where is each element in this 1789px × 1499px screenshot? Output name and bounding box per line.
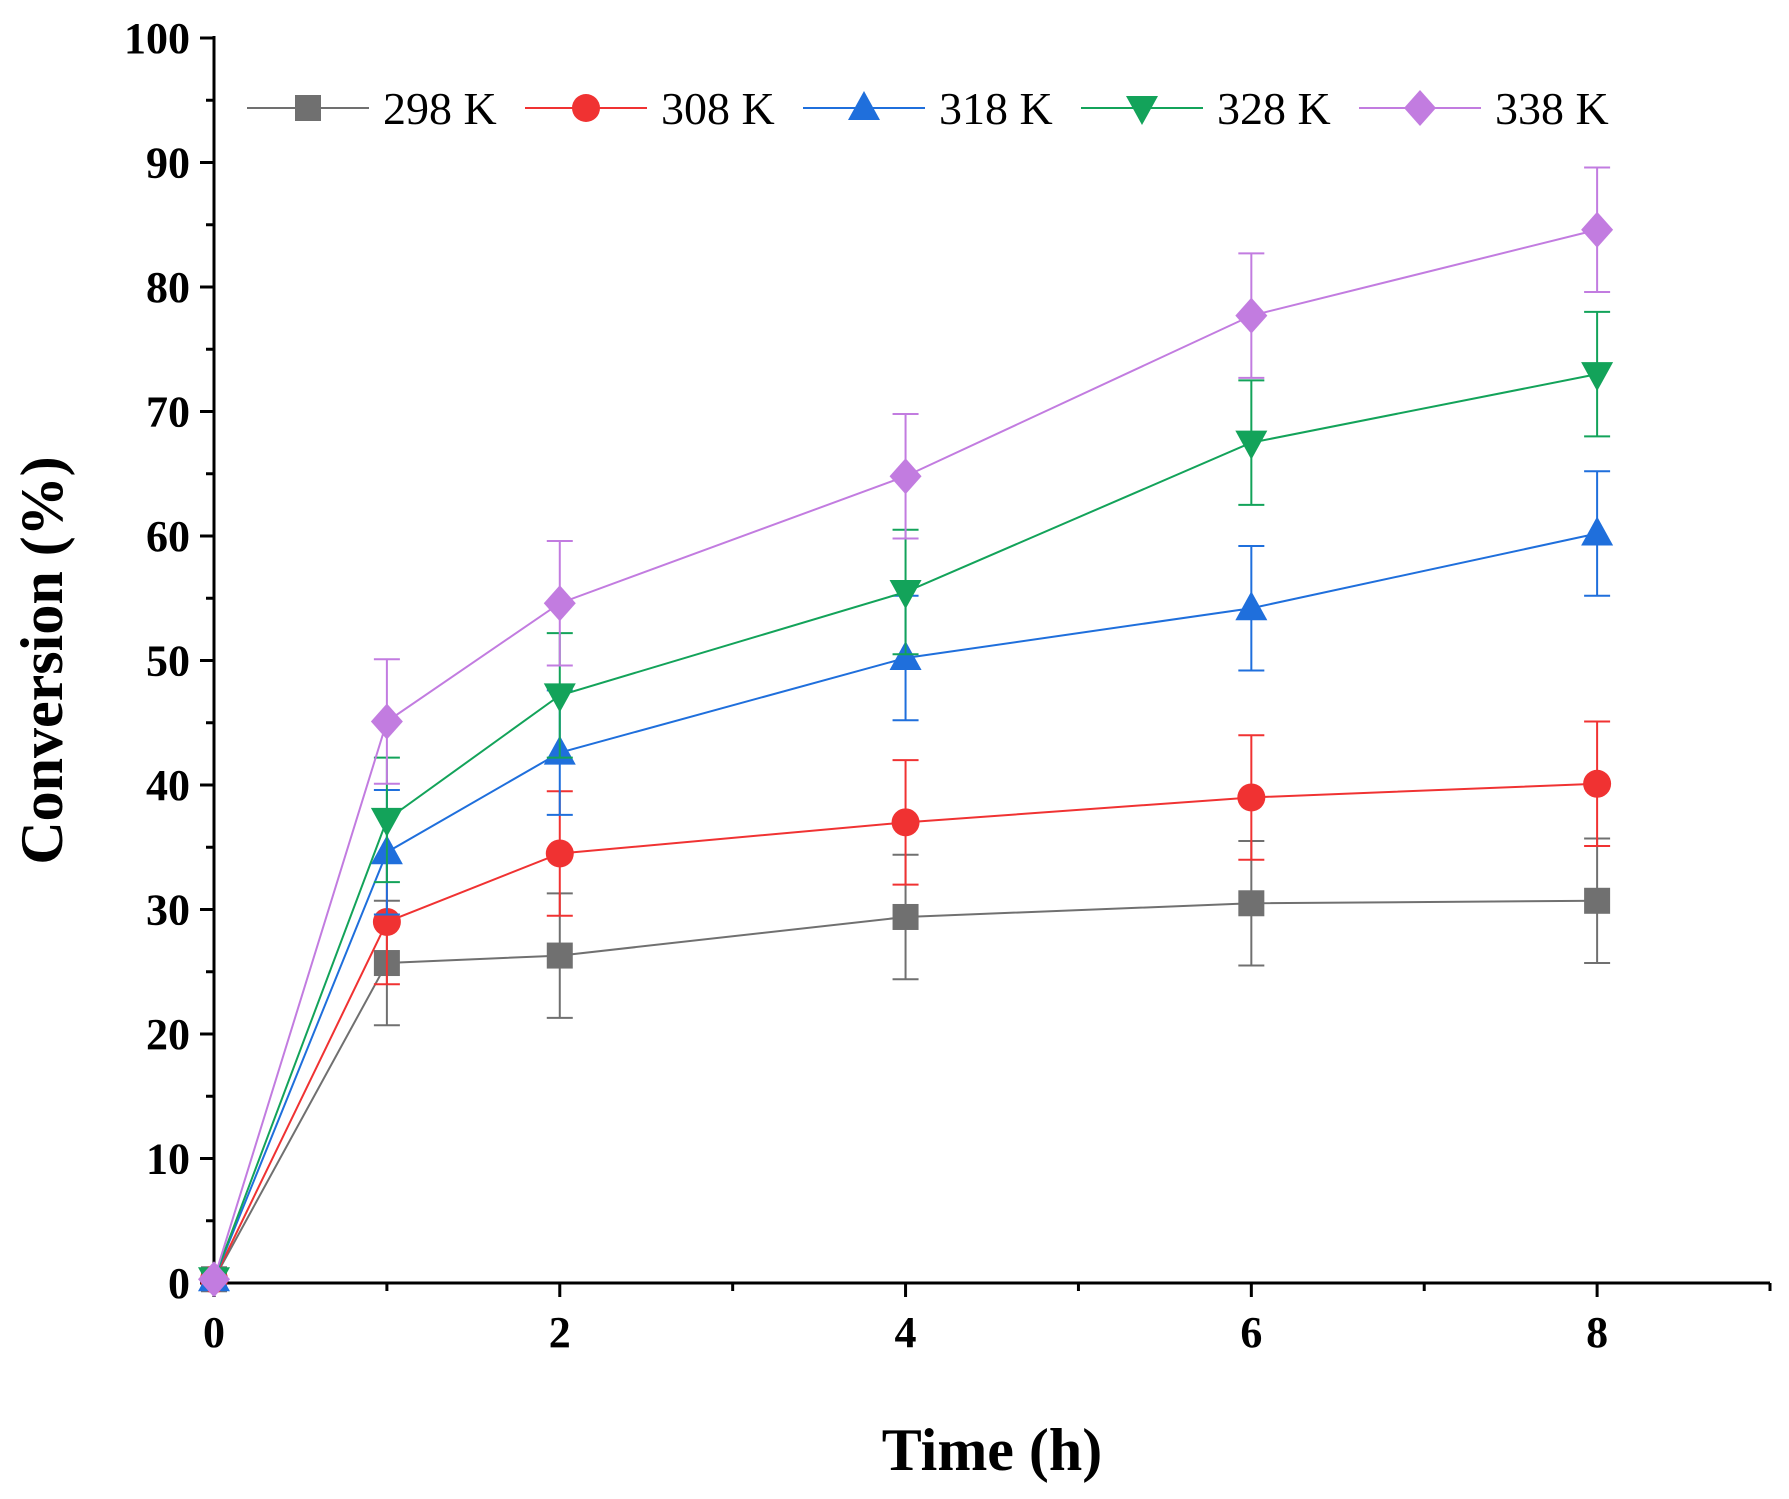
data-point-3-3 bbox=[889, 580, 922, 610]
data-point-0-5 bbox=[1584, 887, 1611, 914]
data-point-3-5 bbox=[1581, 362, 1614, 392]
x-tick-label-0: 0 bbox=[203, 1308, 225, 1357]
x-tick-label-4: 8 bbox=[1586, 1308, 1608, 1357]
y-tick-label-6: 60 bbox=[146, 512, 190, 561]
legend-marker-2 bbox=[848, 91, 880, 120]
x-tick-label-2: 4 bbox=[895, 1308, 917, 1357]
x-tick-label-3: 6 bbox=[1240, 1308, 1262, 1357]
series-318-k bbox=[198, 470, 1614, 1292]
legend-marker-4 bbox=[1404, 90, 1436, 126]
data-point-0-3 bbox=[892, 903, 919, 930]
data-point-1-3 bbox=[891, 808, 920, 837]
legend-marker-1 bbox=[572, 94, 600, 122]
data-point-2-3 bbox=[889, 641, 922, 671]
y-tick-label-5: 50 bbox=[146, 637, 190, 686]
data-point-1-4 bbox=[1237, 783, 1266, 812]
y-tick-label-4: 40 bbox=[146, 761, 190, 810]
series-308-k bbox=[200, 720, 1612, 1294]
y-tick-label-1: 10 bbox=[146, 1135, 190, 1184]
x-axis-title: Time (h) bbox=[882, 1417, 1103, 1483]
data-point-2-4 bbox=[1235, 591, 1268, 621]
y-tick-label-8: 80 bbox=[146, 263, 190, 312]
series-338-k bbox=[198, 166, 1614, 1298]
legend-marker-0 bbox=[295, 95, 321, 121]
series-line-4 bbox=[213, 228, 1598, 1280]
data-point-4-5 bbox=[1581, 211, 1614, 248]
y-tick-label-3: 30 bbox=[146, 886, 190, 935]
series-line-3 bbox=[213, 373, 1598, 1280]
series-line-2 bbox=[213, 532, 1598, 1280]
x-tick-label-1: 2 bbox=[549, 1308, 571, 1357]
y-tick-label-7: 70 bbox=[146, 388, 190, 437]
legend-label-1: 308 K bbox=[661, 83, 775, 134]
y-tick-label-0: 0 bbox=[168, 1259, 190, 1308]
data-point-1-5 bbox=[1583, 769, 1612, 798]
data-point-0-4 bbox=[1238, 890, 1265, 917]
legend-marker-3 bbox=[1126, 96, 1158, 125]
series-line-0 bbox=[213, 899, 1598, 1280]
data-point-3-1 bbox=[370, 807, 403, 837]
data-point-4-2 bbox=[543, 585, 576, 622]
data-point-4-0 bbox=[198, 1261, 230, 1298]
data-point-2-5 bbox=[1581, 516, 1614, 546]
data-point-4-4 bbox=[1235, 297, 1268, 334]
data-point-4-3 bbox=[889, 458, 922, 495]
y-tick-label-9: 90 bbox=[146, 139, 190, 188]
series-line-1 bbox=[213, 782, 1598, 1280]
legend-label-0: 298 K bbox=[383, 83, 497, 134]
y-axis-title: Conversion (%) bbox=[9, 456, 75, 864]
series-298-k bbox=[201, 837, 1611, 1293]
legend-label-3: 328 K bbox=[1217, 83, 1331, 134]
y-tick-label-2: 20 bbox=[146, 1010, 190, 1059]
data-point-3-4 bbox=[1235, 430, 1268, 460]
data-point-1-2 bbox=[545, 839, 574, 868]
legend: 298 K 308 K 318 K 328 K 338 K bbox=[247, 83, 1609, 134]
series-layer bbox=[198, 166, 1614, 1298]
data-point-4-1 bbox=[370, 703, 403, 740]
y-tick-label-10: 100 bbox=[124, 14, 190, 63]
data-point-0-2 bbox=[546, 942, 573, 969]
legend-label-4: 338 K bbox=[1495, 83, 1609, 134]
data-point-3-2 bbox=[543, 683, 576, 713]
legend-label-2: 318 K bbox=[939, 83, 1053, 134]
